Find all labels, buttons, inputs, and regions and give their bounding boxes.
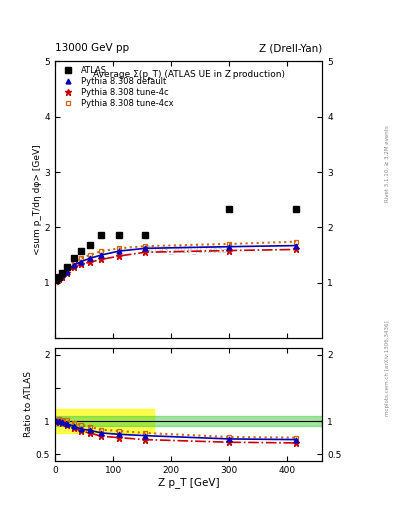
- Pythia 8.308 tune-4c: [71, 264, 76, 270]
- Pythia 8.308 tune-4c: [64, 270, 69, 276]
- ATLAS: [88, 242, 92, 248]
- ATLAS: [294, 206, 298, 212]
- Text: 13000 GeV pp: 13000 GeV pp: [55, 43, 129, 53]
- Text: Z (Drell-Yan): Z (Drell-Yan): [259, 43, 322, 53]
- Pythia 8.308 tune-4cx: [54, 276, 59, 283]
- Text: Average Σ(p_T) (ATLAS UE in Z production): Average Σ(p_T) (ATLAS UE in Z production…: [93, 70, 285, 79]
- ATLAS: [60, 270, 64, 276]
- Pythia 8.308 tune-4cx: [294, 239, 298, 245]
- ATLAS: [54, 278, 59, 284]
- Line: Pythia 8.308 tune-4c: Pythia 8.308 tune-4c: [53, 246, 299, 284]
- Pythia 8.308 tune-4c: [117, 253, 121, 259]
- Y-axis label: <sum p_T/dη dφ> [GeV]: <sum p_T/dη dφ> [GeV]: [33, 144, 42, 255]
- Pythia 8.308 tune-4cx: [143, 243, 147, 249]
- Pythia 8.308 default: [227, 244, 231, 250]
- Pythia 8.308 default: [143, 245, 147, 251]
- Y-axis label: Ratio to ATLAS: Ratio to ATLAS: [24, 372, 33, 437]
- Pythia 8.308 tune-4cx: [99, 248, 104, 254]
- ATLAS: [143, 231, 147, 238]
- Pythia 8.308 tune-4c: [79, 261, 84, 267]
- ATLAS: [79, 247, 84, 253]
- Pythia 8.308 default: [57, 275, 62, 281]
- Pythia 8.308 default: [54, 278, 59, 284]
- ATLAS: [99, 231, 104, 238]
- Pythia 8.308 tune-4c: [143, 249, 147, 255]
- Pythia 8.308 tune-4c: [294, 246, 298, 252]
- ATLAS: [57, 274, 62, 280]
- Line: Pythia 8.308 default: Pythia 8.308 default: [54, 243, 299, 283]
- Pythia 8.308 tune-4c: [57, 275, 62, 282]
- Pythia 8.308 default: [64, 268, 69, 274]
- X-axis label: Z p_T [GeV]: Z p_T [GeV]: [158, 477, 219, 488]
- ATLAS: [227, 206, 231, 212]
- Pythia 8.308 default: [60, 272, 64, 279]
- Text: Rivet 3.1.10, ≥ 3.2M events: Rivet 3.1.10, ≥ 3.2M events: [385, 125, 389, 202]
- Pythia 8.308 tune-4c: [60, 273, 64, 280]
- Pythia 8.308 tune-4c: [99, 257, 104, 263]
- Legend: ATLAS, Pythia 8.308 default, Pythia 8.308 tune-4c, Pythia 8.308 tune-4cx: ATLAS, Pythia 8.308 default, Pythia 8.30…: [57, 64, 175, 110]
- Pythia 8.308 default: [99, 252, 104, 258]
- Line: ATLAS: ATLAS: [53, 206, 299, 284]
- Pythia 8.308 tune-4c: [227, 247, 231, 253]
- Pythia 8.308 default: [117, 248, 121, 254]
- Pythia 8.308 default: [71, 262, 76, 268]
- Pythia 8.308 tune-4cx: [60, 271, 64, 277]
- Pythia 8.308 tune-4c: [88, 259, 92, 265]
- Pythia 8.308 tune-4cx: [117, 245, 121, 251]
- ATLAS: [71, 254, 76, 261]
- Pythia 8.308 default: [294, 243, 298, 249]
- Bar: [55, 409, 154, 433]
- Text: ATLAS_2019_I1736531: ATLAS_2019_I1736531: [145, 245, 232, 254]
- Pythia 8.308 tune-4cx: [64, 266, 69, 272]
- Pythia 8.308 tune-4c: [54, 278, 59, 284]
- Text: mcplots.cern.ch [arXiv:1306.3436]: mcplots.cern.ch [arXiv:1306.3436]: [385, 321, 389, 416]
- Pythia 8.308 tune-4cx: [71, 259, 76, 265]
- Pythia 8.308 tune-4cx: [88, 252, 92, 258]
- Pythia 8.308 default: [88, 255, 92, 261]
- Pythia 8.308 tune-4cx: [79, 255, 84, 261]
- Pythia 8.308 default: [79, 259, 84, 265]
- Pythia 8.308 tune-4cx: [57, 273, 62, 280]
- ATLAS: [64, 264, 69, 270]
- Line: Pythia 8.308 tune-4cx: Pythia 8.308 tune-4cx: [54, 239, 299, 282]
- Pythia 8.308 tune-4cx: [227, 241, 231, 247]
- ATLAS: [117, 231, 121, 238]
- Bar: [55, 416, 322, 425]
